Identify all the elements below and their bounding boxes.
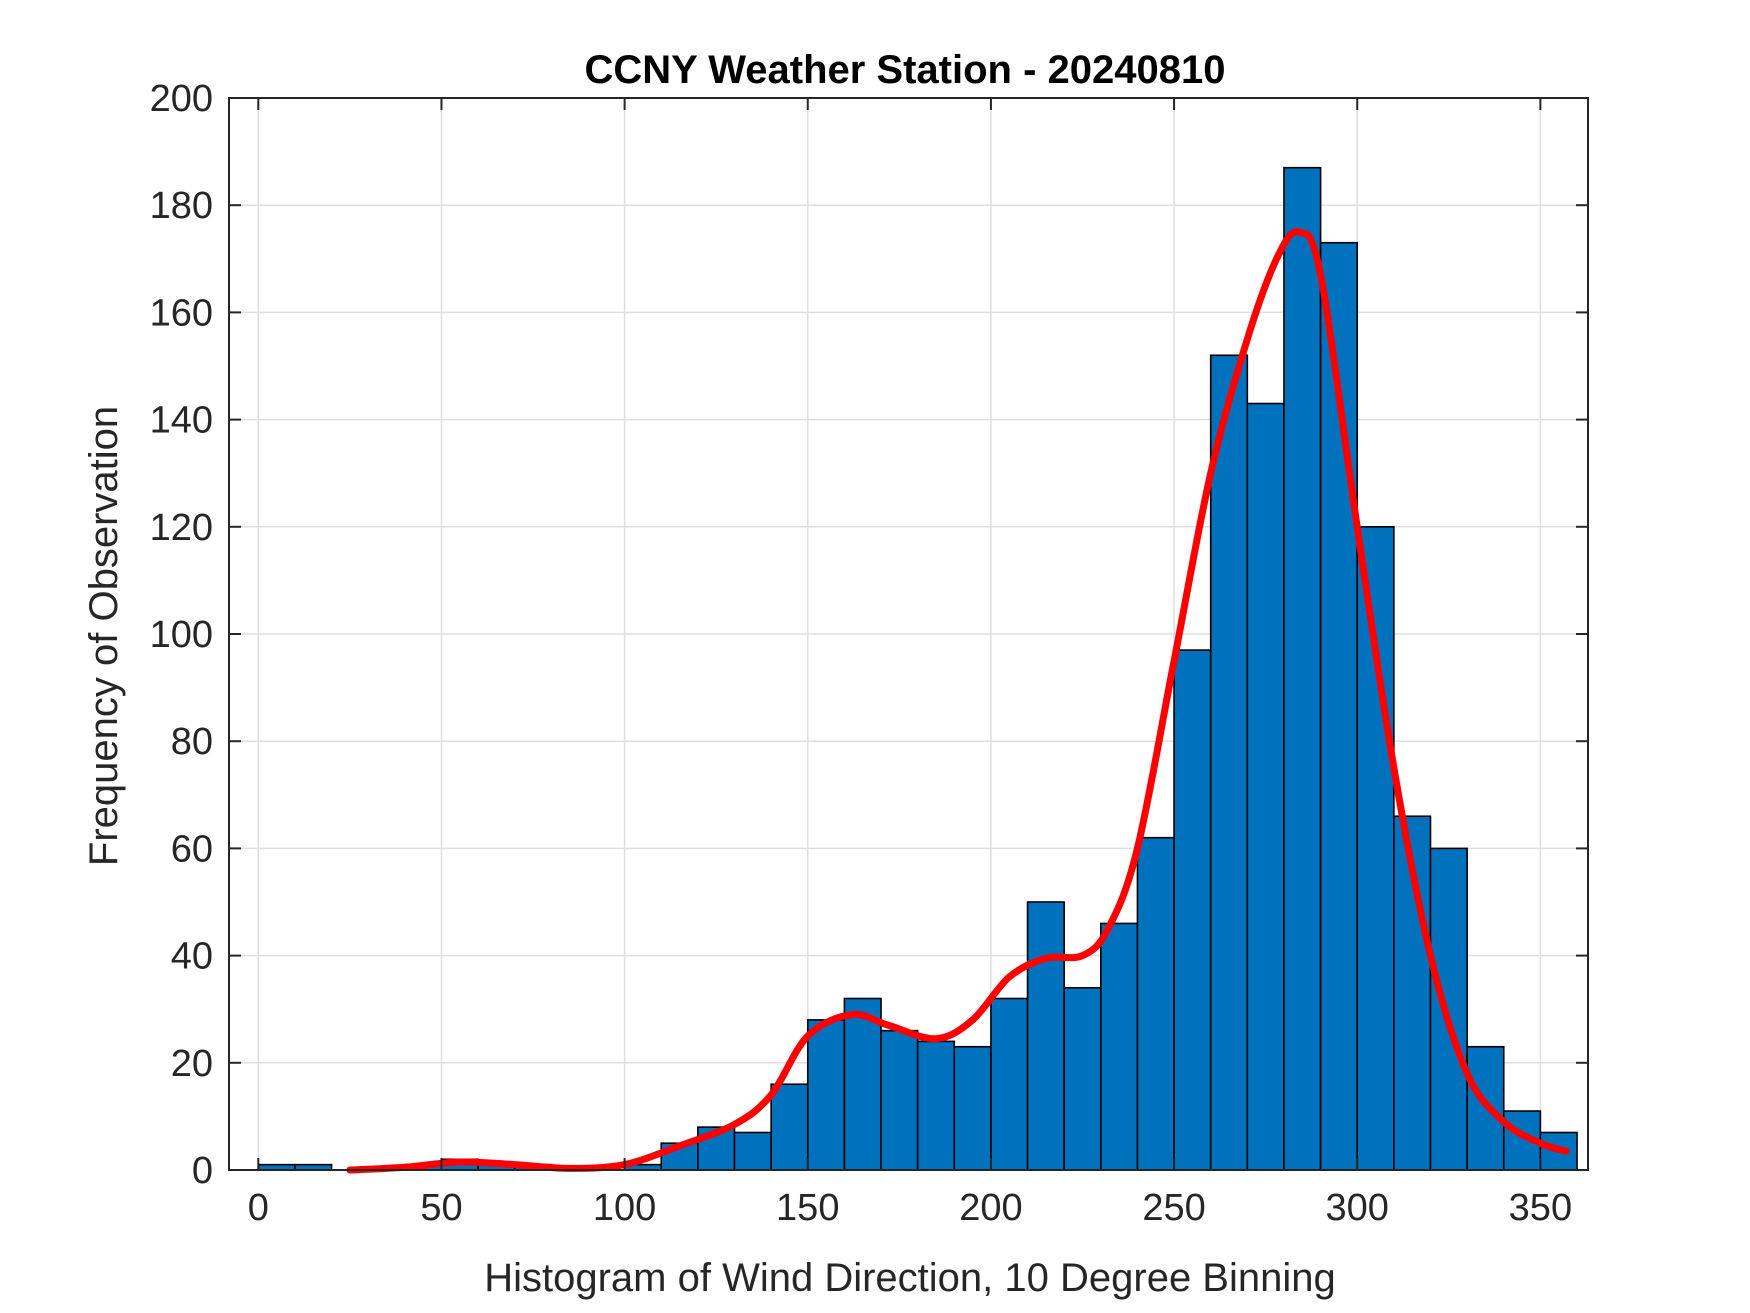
axis-ticks (229, 97, 1588, 1171)
histogram-bar (1063, 986, 1102, 1171)
chart-title: CCNY Weather Station - 20240810 (585, 48, 1226, 92)
x-tick-label: 100 (593, 1187, 656, 1229)
x-tick-label: 50 (420, 1187, 462, 1229)
histogram-bar (733, 1131, 772, 1171)
y-tick-label: 60 (171, 828, 213, 870)
fit-line-layer (346, 228, 1570, 1174)
histogram-bar (1209, 354, 1249, 1171)
histogram-bar (880, 1029, 919, 1171)
x-tick-label: 150 (776, 1187, 839, 1229)
x-tick-label: 200 (959, 1187, 1022, 1229)
histogram-bar (806, 1019, 846, 1171)
histogram-bar (770, 1083, 809, 1171)
y-tick-label: 100 (150, 614, 213, 656)
y-tick-labels: 0 20 40 60 80 100 120 140 160 180 200 (150, 78, 213, 1192)
histogram-bar (1246, 402, 1285, 1171)
histogram-bar (1429, 847, 1468, 1171)
histogram-bar (916, 1040, 956, 1171)
histogram-bar (1136, 836, 1175, 1171)
x-tick-label: 300 (1326, 1187, 1389, 1229)
y-tick-label: 120 (150, 507, 213, 549)
histogram-bar (1356, 525, 1395, 1171)
histogram-bar (953, 1045, 992, 1171)
histogram-bar (1283, 166, 1322, 1171)
y-tick-label: 20 (171, 1043, 213, 1085)
y-tick-label: 180 (150, 185, 213, 227)
histogram-bars (257, 166, 1578, 1171)
histogram-bar (990, 997, 1029, 1171)
x-tick-label: 250 (1142, 1187, 1205, 1229)
y-tick-label: 80 (171, 721, 213, 763)
histogram-bar (1026, 901, 1065, 1171)
y-axis-label: Frequency of Observation (82, 406, 126, 866)
x-tick-label: 0 (248, 1187, 269, 1229)
y-tick-label: 0 (192, 1150, 213, 1192)
histogram-bar (843, 997, 882, 1171)
fit-line (346, 228, 1570, 1174)
histogram-bar (1173, 649, 1212, 1171)
y-tick-label: 140 (150, 400, 213, 442)
y-tick-label: 40 (171, 936, 213, 978)
x-axis-label: Histogram of Wind Direction, 10 Degree B… (484, 1256, 1336, 1300)
y-tick-label: 160 (150, 292, 213, 334)
x-tick-label: 350 (1509, 1187, 1572, 1229)
y-tick-label: 200 (150, 78, 213, 120)
histogram-bar (1100, 922, 1139, 1171)
x-tick-labels: 0 50 100 150 200 250 300 350 (248, 1187, 1572, 1229)
